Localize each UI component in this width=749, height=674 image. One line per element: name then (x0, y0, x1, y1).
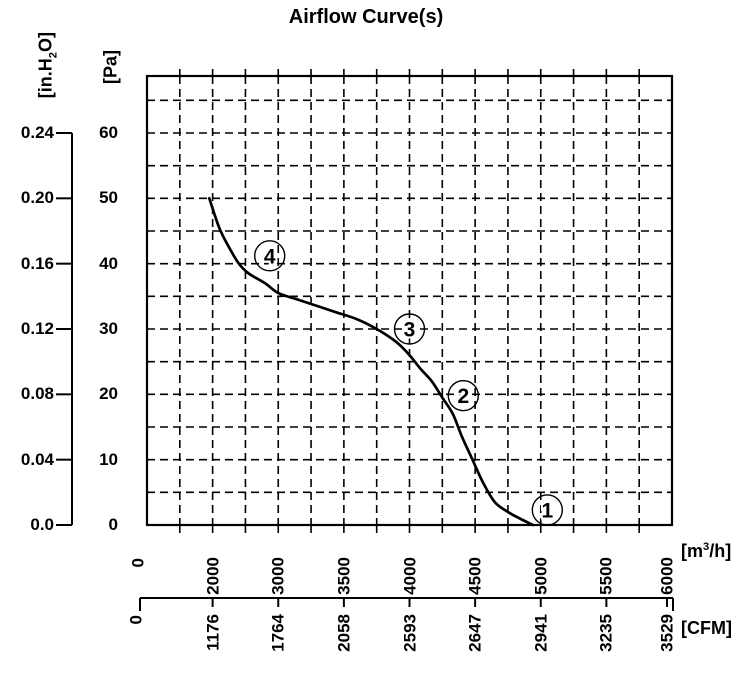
inh2o-tick-label: 0.12 (20, 319, 54, 338)
pa-tick-label: 40 (99, 253, 118, 273)
curve-marker-label: 2 (457, 385, 469, 408)
m3h-tick-label: 4000 (400, 557, 419, 595)
m3h-tick-label: 3000 (268, 557, 288, 595)
m3h-tick-label: 4500 (465, 557, 485, 595)
m3h-tick-label: 3500 (334, 557, 354, 595)
curve-marker-label: 3 (404, 319, 416, 342)
curve-marker-3: 3 (393, 313, 426, 345)
curve-marker-4: 4 (254, 240, 286, 272)
inh2o-unit-label: [in.H2O] (35, 32, 60, 99)
curve-marker-1: 1 (531, 494, 564, 526)
inh2o-tick-label: 0.24 (20, 123, 54, 142)
m3h-zero-label: 0 (128, 558, 148, 568)
cfm-tick-label: 3529 (657, 614, 677, 652)
pa-tick-label: 0 (108, 515, 118, 534)
cfm-tick-label: 1764 (268, 614, 288, 652)
m3h-unit-label: [m3/h] (681, 541, 732, 561)
pa-tick-label: 50 (99, 188, 118, 208)
pa-tick-label: 10 (99, 449, 118, 469)
inh2o-tick-label: 0.16 (20, 253, 54, 273)
m3h-tick-label: 5500 (596, 557, 616, 595)
cfm-tick-label: 2941 (531, 614, 551, 652)
inh2o-tick-label: 0.04 (20, 449, 54, 469)
chart-title: Airflow Curve(s) (288, 6, 444, 28)
cfm-tick-label: 2647 (465, 614, 485, 652)
border-ticks (179, 69, 640, 533)
cfm-tick-label: 2058 (334, 614, 354, 652)
m3h-tick-label: 2000 (203, 557, 223, 595)
airflow-curve (207, 196, 535, 527)
cfm-tick-label: 2593 (400, 614, 419, 652)
cfm-tick-label: 1176 (203, 614, 223, 651)
inh2o-tick-label: 0.08 (20, 384, 54, 404)
pa-tick-label: 30 (99, 319, 118, 338)
cfm-tick-label: 3235 (596, 614, 616, 652)
grid (147, 76, 672, 525)
pa-tick-label: 60 (99, 123, 118, 142)
inh2o-tick-label: 0.20 (20, 188, 54, 208)
m3h-tick-label: 5000 (531, 557, 551, 595)
inh2o-axis (56, 132, 73, 526)
inh2o-tick-label: 0.0 (30, 515, 54, 534)
m3h-tick-label: 6000 (657, 557, 677, 595)
cfm-unit-label: [CFM] (681, 618, 732, 638)
curve-marker-label: 4 (264, 245, 276, 268)
cfm-axis (139, 597, 674, 611)
pa-unit-label: [Pa] (100, 50, 121, 85)
pa-tick-label: 20 (99, 384, 118, 404)
curve-marker-label: 1 (541, 499, 553, 522)
cfm-zero-label: 0 (126, 615, 146, 625)
curve-marker-2: 2 (447, 379, 480, 412)
